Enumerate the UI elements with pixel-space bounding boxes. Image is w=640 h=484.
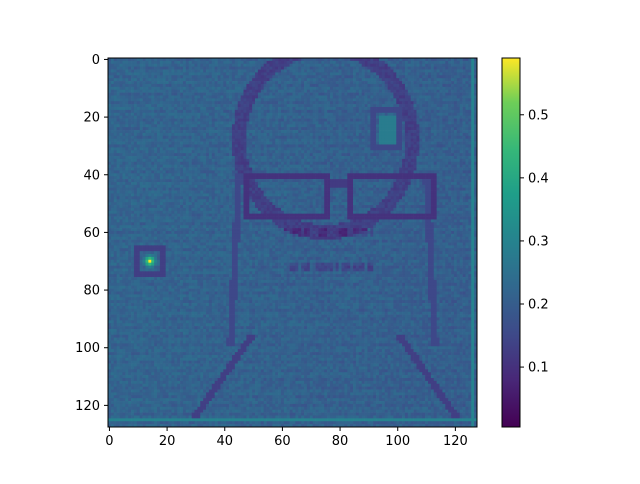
colorbar-tick-label: 0.2 bbox=[528, 298, 549, 313]
colorbar-tick-label: 0.3 bbox=[528, 234, 549, 249]
colorbar: 0.1 0.2 0.3 0.4 0.5 bbox=[502, 58, 549, 427]
y-tick-label: 20 bbox=[83, 111, 100, 126]
x-tick-label: 20 bbox=[159, 434, 176, 449]
x-tick-label: 120 bbox=[443, 434, 468, 449]
colorbar-tick-label: 0.5 bbox=[528, 108, 549, 123]
y-tick-label: 60 bbox=[83, 226, 100, 241]
y-tick-label: 100 bbox=[75, 341, 100, 356]
y-tick-label: 80 bbox=[83, 284, 100, 299]
y-tick-label: 0 bbox=[92, 53, 100, 68]
y-axis: 0 20 40 60 80 100 120 bbox=[75, 53, 108, 414]
x-tick-label: 100 bbox=[385, 434, 410, 449]
x-tick-label: 40 bbox=[216, 434, 233, 449]
colorbar-tick-label: 0.4 bbox=[528, 171, 549, 186]
y-tick-label: 120 bbox=[75, 399, 100, 414]
colorbar-ticks: 0.1 0.2 0.3 0.4 0.5 bbox=[520, 108, 549, 375]
colorbar-gradient bbox=[502, 58, 520, 427]
x-tick-label: 80 bbox=[332, 434, 349, 449]
x-axis: 0 20 40 60 80 100 120 bbox=[105, 427, 467, 449]
colorbar-tick-label: 0.1 bbox=[528, 361, 549, 376]
heatmap-image bbox=[108, 58, 477, 427]
x-tick-label: 60 bbox=[274, 434, 291, 449]
x-tick-label: 0 bbox=[105, 434, 113, 449]
y-tick-label: 40 bbox=[83, 168, 100, 183]
